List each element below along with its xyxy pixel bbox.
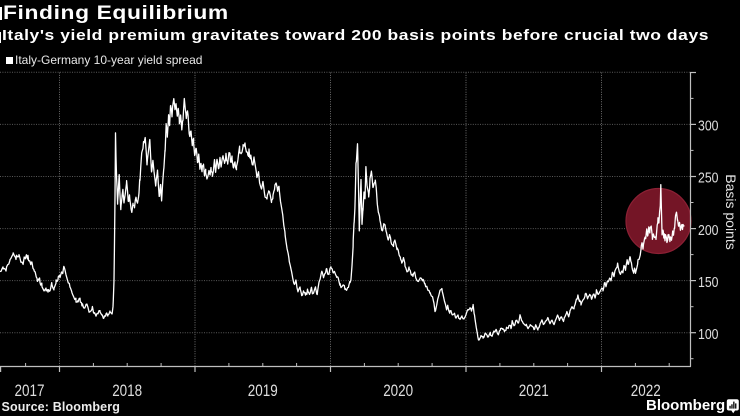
svg-text:2022: 2022: [631, 382, 661, 400]
svg-text:2021: 2021: [519, 382, 549, 400]
svg-text:2019: 2019: [248, 382, 278, 400]
svg-text:250: 250: [698, 171, 719, 187]
svg-text:300: 300: [698, 119, 719, 135]
svg-text:200: 200: [698, 223, 719, 239]
svg-text:100: 100: [698, 327, 719, 343]
svg-text:2017: 2017: [15, 382, 45, 400]
svg-text:150: 150: [698, 275, 719, 291]
svg-text:2020: 2020: [383, 382, 413, 400]
svg-text:2018: 2018: [112, 382, 142, 400]
svg-text:Basis points: Basis points: [723, 174, 739, 249]
